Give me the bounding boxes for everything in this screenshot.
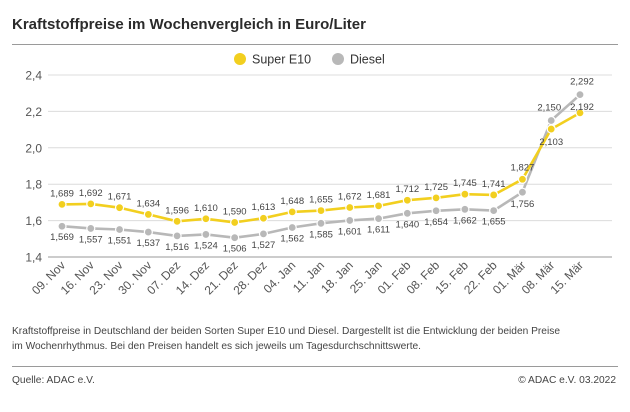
data-label: 1,590 [223, 206, 247, 217]
data-point [258, 213, 269, 223]
copyright-note: © ADAC e.V. 03.2022 [518, 375, 616, 386]
data-point [143, 227, 153, 237]
data-label: 1,562 [280, 234, 304, 245]
data-label: 1,648 [280, 196, 304, 207]
data-label: 1,655 [482, 217, 506, 228]
data-point [489, 190, 499, 200]
data-label: 1,516 [165, 242, 189, 253]
x-tick-label: 04. Jan [261, 258, 299, 296]
data-label: 1,634 [136, 198, 160, 209]
data-point [316, 218, 326, 228]
y-tick-label: 1,4 [25, 251, 42, 265]
data-point [316, 205, 326, 216]
data-label: 1,596 [165, 205, 189, 216]
data-point [57, 199, 67, 210]
y-tick-label: 2,2 [25, 105, 42, 119]
data-point [489, 205, 499, 216]
data-point [143, 209, 153, 220]
data-point [402, 195, 412, 205]
data-point [575, 108, 585, 118]
data-label: 1,827 [511, 162, 535, 173]
data-point [546, 124, 556, 134]
data-point [172, 231, 182, 241]
y-tick-label: 1,8 [25, 178, 42, 192]
data-label: 1,681 [367, 190, 391, 201]
data-point [546, 115, 556, 126]
data-point [258, 229, 269, 239]
data-point [230, 233, 240, 243]
data-point [575, 90, 585, 100]
data-point [431, 206, 441, 216]
data-point [86, 223, 96, 234]
data-label: 1,712 [395, 184, 419, 195]
y-tick-label: 2,0 [25, 141, 42, 155]
data-label: 1,601 [338, 226, 362, 237]
top-divider [12, 44, 618, 45]
data-label: 1,613 [252, 202, 276, 213]
data-point [287, 207, 297, 217]
data-point [402, 208, 412, 218]
data-label: 1,671 [108, 192, 132, 203]
data-label: 1,551 [108, 236, 132, 247]
data-label: 1,756 [511, 199, 535, 210]
footer-divider [12, 366, 618, 367]
chart-description: Kraftstoffpreise in Deutschland der beid… [12, 326, 560, 352]
y-tick-label: 2,4 [25, 69, 42, 83]
data-point [345, 202, 355, 213]
data-point [345, 215, 355, 226]
data-point [201, 229, 211, 240]
data-point [517, 187, 528, 197]
data-point [201, 214, 211, 224]
data-label: 1,655 [309, 195, 333, 206]
legend-label: Diesel [350, 53, 385, 67]
data-label: 2,150 [537, 103, 561, 114]
data-label: 1,557 [79, 234, 103, 245]
legend-marker [332, 53, 344, 65]
data-label: 2,192 [570, 102, 594, 113]
y-tick-label: 1,6 [25, 214, 42, 228]
chart-title: Kraftstoffpreise im Wochenvergleich in E… [12, 16, 366, 33]
data-label: 1,672 [338, 191, 362, 202]
legend-label: Super E10 [252, 53, 311, 67]
legend-marker [234, 53, 246, 65]
data-label: 1,585 [309, 229, 333, 240]
data-label: 1,524 [194, 240, 218, 251]
data-label: 1,640 [395, 219, 419, 230]
data-label: 1,692 [79, 188, 103, 199]
data-label: 2,103 [539, 137, 563, 148]
data-label: 1,725 [424, 182, 448, 193]
data-point [460, 204, 470, 214]
data-point [431, 193, 441, 203]
data-point [517, 174, 528, 184]
source-note: Quelle: ADAC e.V. [12, 375, 95, 386]
data-label: 1,527 [252, 240, 276, 251]
data-label: 1,569 [50, 232, 74, 243]
data-label: 1,506 [223, 244, 247, 255]
data-label: 2,292 [570, 77, 594, 88]
data-label: 1,745 [453, 178, 477, 189]
data-point [114, 203, 125, 213]
data-point [373, 213, 384, 224]
data-label: 1,741 [482, 179, 506, 190]
data-point [86, 199, 96, 209]
data-point [287, 222, 297, 233]
data-label: 1,611 [367, 225, 390, 236]
data-label: 1,537 [136, 238, 160, 249]
data-label: 1,610 [194, 203, 218, 214]
data-point [373, 201, 384, 211]
data-label: 1,654 [424, 217, 448, 228]
data-point [230, 217, 240, 228]
data-point [460, 189, 470, 199]
data-point [114, 224, 125, 235]
data-point [57, 221, 67, 231]
data-point [172, 216, 182, 226]
data-label: 1,689 [50, 188, 74, 199]
data-label: 1,662 [453, 215, 477, 226]
